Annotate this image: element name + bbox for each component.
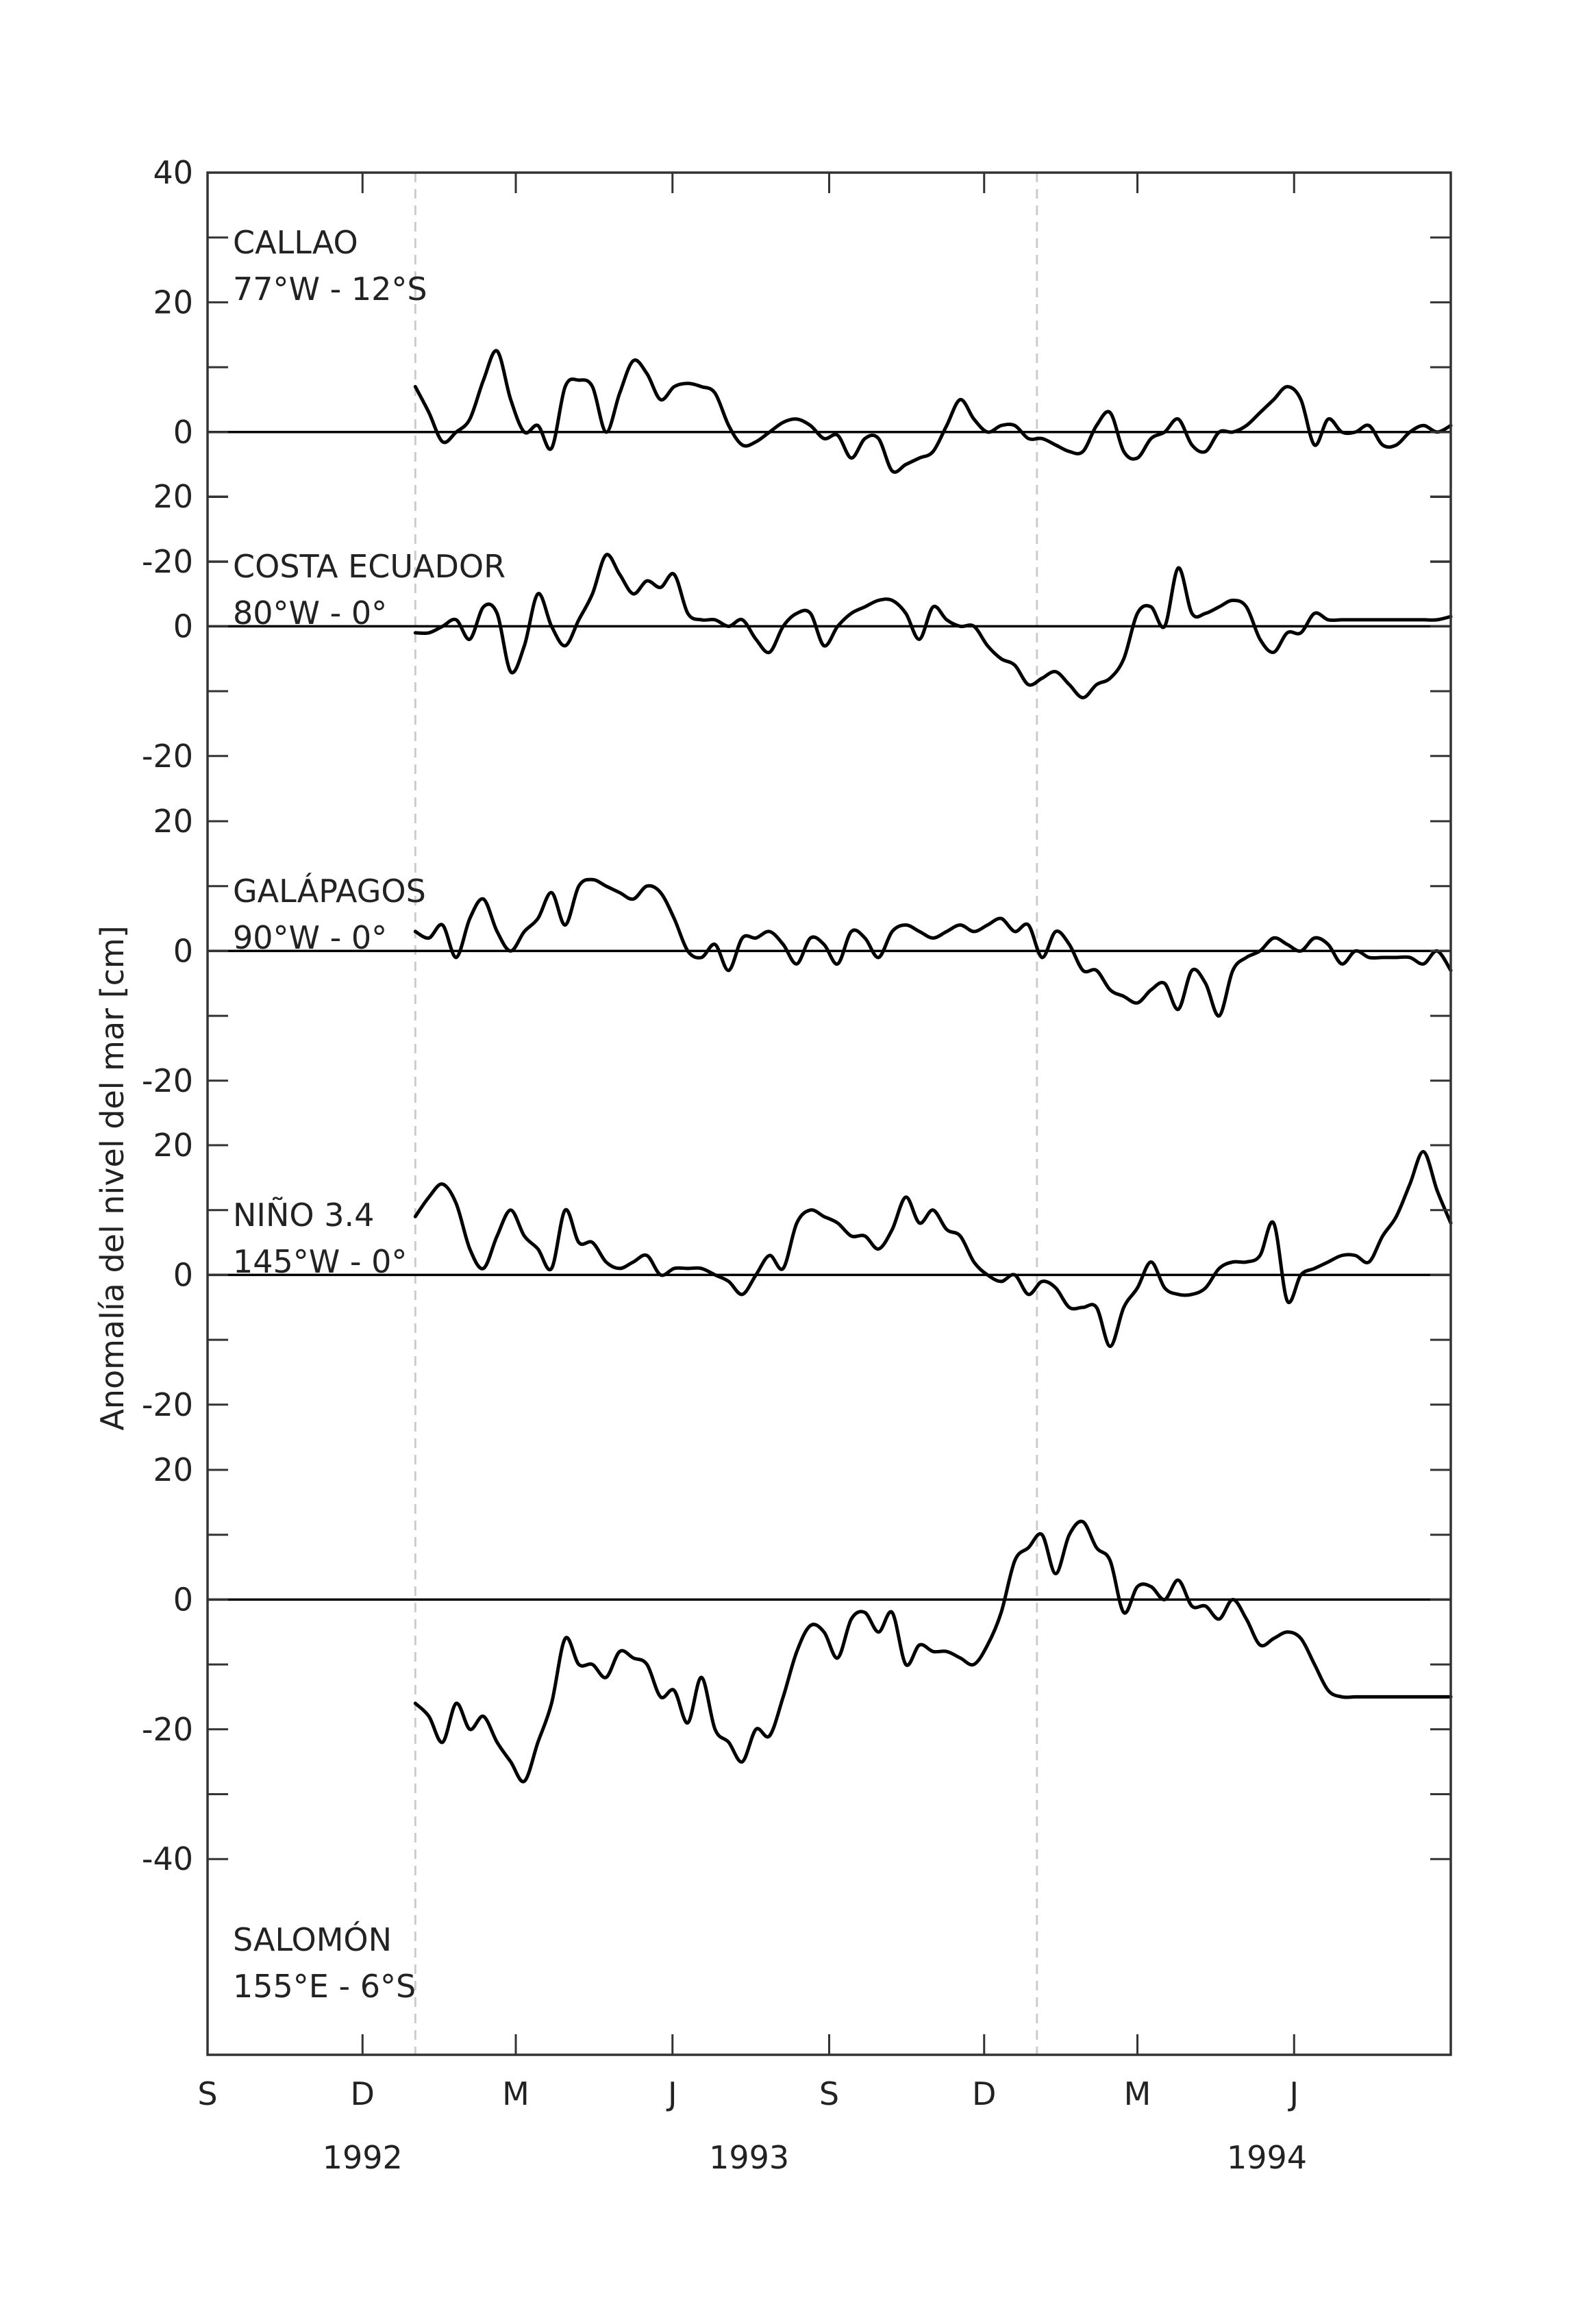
y-tick-label: 20 bbox=[153, 1127, 193, 1164]
x-axis: S D M J S D M J 1992 1993 1994 bbox=[197, 173, 1307, 2176]
y-tick-label: 20 bbox=[153, 1451, 193, 1488]
y-tick-label: -20 bbox=[142, 738, 193, 775]
y-tick-label: 20 bbox=[153, 478, 193, 515]
panel-1: -20 0 20 COSTA ECUADOR 80°W - 0° bbox=[142, 478, 1453, 775]
series-line-2 bbox=[413, 877, 1453, 1018]
panels: -20 0 20 40 CALLAO 77°W - 12°S -20 0 20 COSTA ECU… bbox=[142, 154, 1453, 2005]
panel-coords-label: 77°W - 12°S bbox=[233, 271, 427, 308]
year-label: 1993 bbox=[709, 2139, 789, 2176]
year-label: 1994 bbox=[1227, 2139, 1307, 2176]
x-tick-label: J bbox=[666, 2075, 677, 2112]
x-tick-label: S bbox=[819, 2075, 839, 2112]
y-tick-label: -40 bbox=[142, 1840, 193, 1877]
series-line-3 bbox=[413, 1150, 1453, 1349]
panel-station-label: COSTA ECUADOR bbox=[233, 548, 506, 585]
y-tick-label: 0 bbox=[173, 414, 193, 451]
x-tick-label: D bbox=[972, 2075, 996, 2112]
panel-0: -20 0 20 40 CALLAO 77°W - 12°S bbox=[142, 154, 1453, 580]
panel-coords-label: 145°W - 0° bbox=[233, 1243, 407, 1280]
x-tick-label: D bbox=[351, 2075, 375, 2112]
y-axis-title: Anomalía del nivel del mar [cm] bbox=[94, 925, 131, 1430]
y-tick-label: 20 bbox=[153, 284, 193, 321]
y-tick-label: 40 bbox=[153, 154, 193, 191]
y-axis-ticks bbox=[208, 171, 1451, 1860]
y-tick-label: 0 bbox=[173, 1256, 193, 1293]
y-tick-label: 0 bbox=[173, 608, 193, 645]
x-tick-label: M bbox=[502, 2075, 529, 2112]
y-tick-label: -20 bbox=[142, 1386, 193, 1423]
panel-station-label: GALÁPAGOS bbox=[233, 873, 426, 910]
panel-station-label: NIÑO 3.4 bbox=[233, 1197, 374, 1234]
panel-coords-label: 90°W - 0° bbox=[233, 919, 387, 956]
panel-4: -40 -20 0 20 SALOMÓN 155°E - 6°S bbox=[142, 1451, 1453, 2005]
series-line-1 bbox=[413, 553, 1453, 700]
panel-station-label: CALLAO bbox=[233, 224, 358, 261]
series-line-4 bbox=[413, 1519, 1453, 1784]
panel-coords-label: 155°E - 6°S bbox=[233, 1968, 416, 2005]
series-line-0 bbox=[413, 349, 1453, 474]
x-tick-label: M bbox=[1124, 2075, 1151, 2112]
panel-3: -20 0 20 NIÑO 3.4 145°W - 0° bbox=[142, 1127, 1453, 1423]
x-tick-label: S bbox=[197, 2075, 217, 2112]
y-tick-label: -20 bbox=[142, 1711, 193, 1748]
panel-2: -20 0 20 GALÁPAGOS 90°W - 0° bbox=[142, 803, 1453, 1099]
x-tick-label: J bbox=[1287, 2075, 1299, 2112]
y-tick-label: 0 bbox=[173, 932, 193, 969]
panel-coords-label: 80°W - 0° bbox=[233, 595, 387, 632]
y-tick-label: -20 bbox=[142, 1062, 193, 1099]
plot-frame bbox=[206, 171, 1452, 2056]
year-label: 1992 bbox=[323, 2139, 403, 2176]
panel-station-label: SALOMÓN bbox=[233, 1921, 392, 1958]
y-tick-label: -20 bbox=[142, 543, 193, 580]
year-separators bbox=[414, 173, 1038, 2055]
y-tick-label: 20 bbox=[153, 803, 193, 840]
y-tick-label: 0 bbox=[173, 1581, 193, 1618]
